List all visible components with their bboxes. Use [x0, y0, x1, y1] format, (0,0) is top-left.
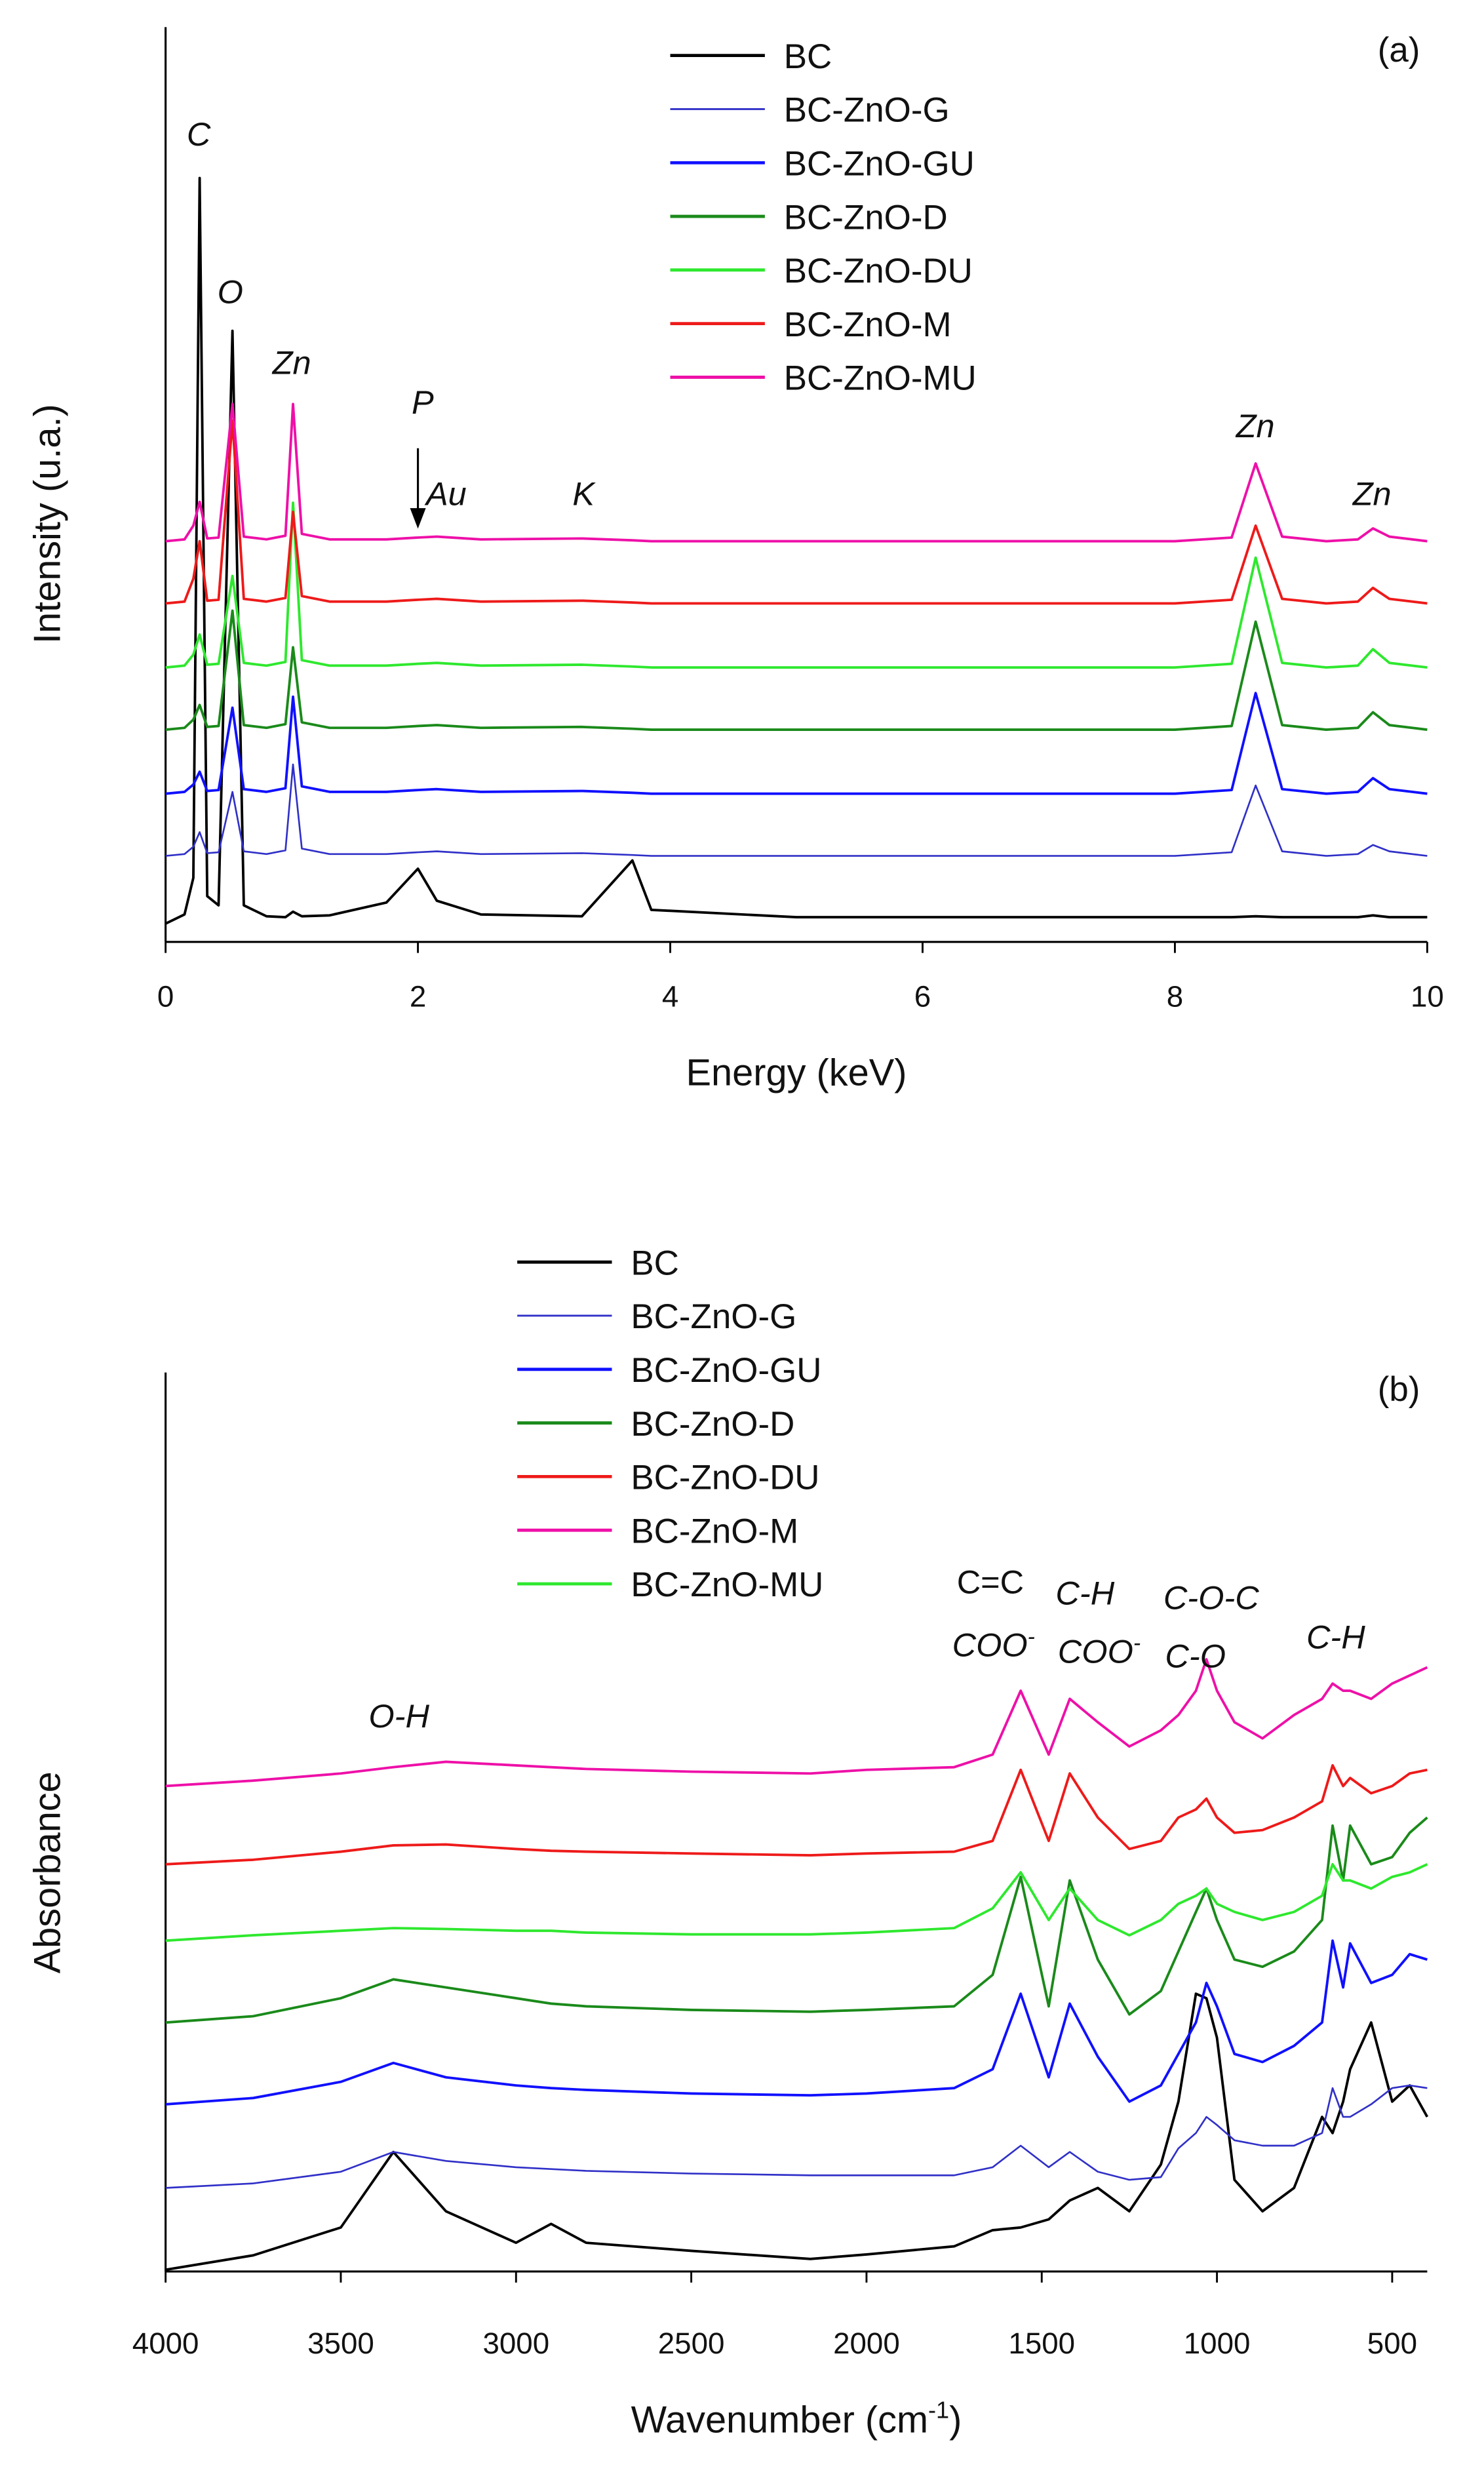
panel-label: (a) [1378, 31, 1420, 69]
x-tick-label: 3000 [482, 2327, 549, 2360]
legend-label: BC-ZnO-GU [784, 144, 975, 183]
peak-annotation-text: C=C [957, 1563, 1024, 1600]
x-tick-label: 4000 [132, 2327, 199, 2360]
peak-annotation: COO- [952, 1624, 1035, 1663]
x-tick-label: 2500 [658, 2327, 725, 2360]
series-line [165, 1763, 1428, 1866]
peak-annotation: COO- [1058, 1631, 1141, 1670]
legend-label: BC-ZnO-DU [631, 1459, 819, 1497]
peak-annotation-text: C-O [1165, 1638, 1226, 1675]
x-axis-label: Wavenumber (cm-1) [631, 2397, 962, 2441]
peak-annotation-text: K [572, 475, 596, 512]
peak-annotation: C=C [957, 1563, 1024, 1600]
series-line [165, 419, 1428, 605]
x-tick-label: 500 [1367, 2327, 1417, 2360]
peak-annotation-text: C-O-C [1163, 1579, 1259, 1616]
y-axis-label: Absorbance [26, 1771, 68, 1973]
peak-annotation: C [187, 115, 211, 153]
series-line [165, 1939, 1428, 2106]
legend-label: BC-ZnO-M [784, 305, 952, 344]
x-tick-label: 1000 [1184, 2327, 1251, 2360]
legend-label: BC [784, 37, 832, 76]
x-tick-label: 2000 [833, 2327, 900, 2360]
series-line [165, 1816, 1428, 2024]
peak-annotation-text: P [412, 384, 434, 421]
peak-annotation: K [572, 475, 596, 512]
peak-annotation: O-H [368, 1697, 429, 1735]
series-line [165, 176, 1428, 925]
peak-annotation: Zn [1352, 475, 1392, 512]
series-line [165, 502, 1428, 669]
peak-annotation: C-O-C [1163, 1579, 1259, 1616]
legend-label: BC-ZnO-G [784, 91, 950, 130]
legend-label: BC-ZnO-M [631, 1512, 798, 1550]
panel-label: (b) [1378, 1370, 1420, 1409]
peak-annotation: O [218, 273, 243, 310]
peak-annotation: P [412, 384, 434, 421]
series-line [165, 1992, 1429, 2272]
peak-annotation: C-O [1165, 1638, 1226, 1675]
legend-label: BC-ZnO-MU [631, 1565, 823, 1604]
x-axis-label: Energy (keV) [686, 1052, 907, 1094]
x-axis-label-tail: ) [949, 2399, 962, 2441]
series-line [165, 403, 1428, 543]
x-tick-label: 0 [157, 979, 174, 1013]
peak-annotation: Au [424, 475, 467, 512]
x-axis-label-sup: -1 [928, 2397, 949, 2424]
peak-annotation-text: Zn [272, 344, 311, 382]
x-tick-label: 4 [662, 979, 678, 1013]
x-tick-label: 8 [1167, 979, 1183, 1013]
peak-annotation-sup: - [1133, 1631, 1141, 1655]
peak-annotation: Zn [1236, 407, 1275, 444]
legend-label: BC [631, 1244, 679, 1282]
legend-label: BC-ZnO-D [784, 198, 948, 237]
series-line [165, 2084, 1428, 2189]
x-tick-label: 10 [1411, 979, 1444, 1013]
legend-label: BC-ZnO-MU [784, 359, 977, 398]
peak-annotation-text: O [218, 273, 243, 310]
series-line [165, 763, 1428, 857]
x-tick-label: 1500 [1008, 2327, 1075, 2360]
series-line [165, 692, 1428, 795]
x-axis-label-text: Energy (keV) [686, 1052, 907, 1094]
peak-annotation-sup: - [1028, 1624, 1035, 1649]
peak-annotation-text: C-H [1055, 1574, 1114, 1611]
series-line [165, 1658, 1428, 1788]
peak-annotation: C-H [1306, 1619, 1365, 1656]
peak-annotation-text: C-H [1306, 1619, 1365, 1656]
legend-label: BC-ZnO-DU [784, 252, 973, 290]
x-tick-label: 3500 [307, 2327, 374, 2360]
series-line [165, 609, 1428, 731]
arrow [410, 448, 426, 529]
y-axis-label: Intensity (u.a.) [26, 404, 68, 644]
peak-annotation: C-H [1055, 1574, 1114, 1611]
peak-annotation: Zn [272, 344, 311, 382]
x-tick-label: 6 [914, 979, 931, 1013]
peak-annotation-text: COO [952, 1626, 1028, 1664]
peak-annotation-text: C [187, 115, 211, 153]
legend-label: BC-ZnO-D [631, 1405, 794, 1444]
peak-annotation-text: Zn [1236, 407, 1275, 444]
peak-annotation-text: COO [1058, 1632, 1133, 1670]
x-axis-label-text: Wavenumber (cm [631, 2399, 928, 2441]
legend-label: BC-ZnO-G [631, 1297, 796, 1336]
peak-annotation-text: O-H [368, 1697, 429, 1735]
series-line [165, 1862, 1428, 1942]
peak-annotation-text: Zn [1352, 475, 1392, 512]
x-tick-label: 2 [410, 979, 426, 1013]
legend-label: BC-ZnO-GU [631, 1351, 821, 1390]
peak-annotation-text: Au [424, 475, 467, 512]
